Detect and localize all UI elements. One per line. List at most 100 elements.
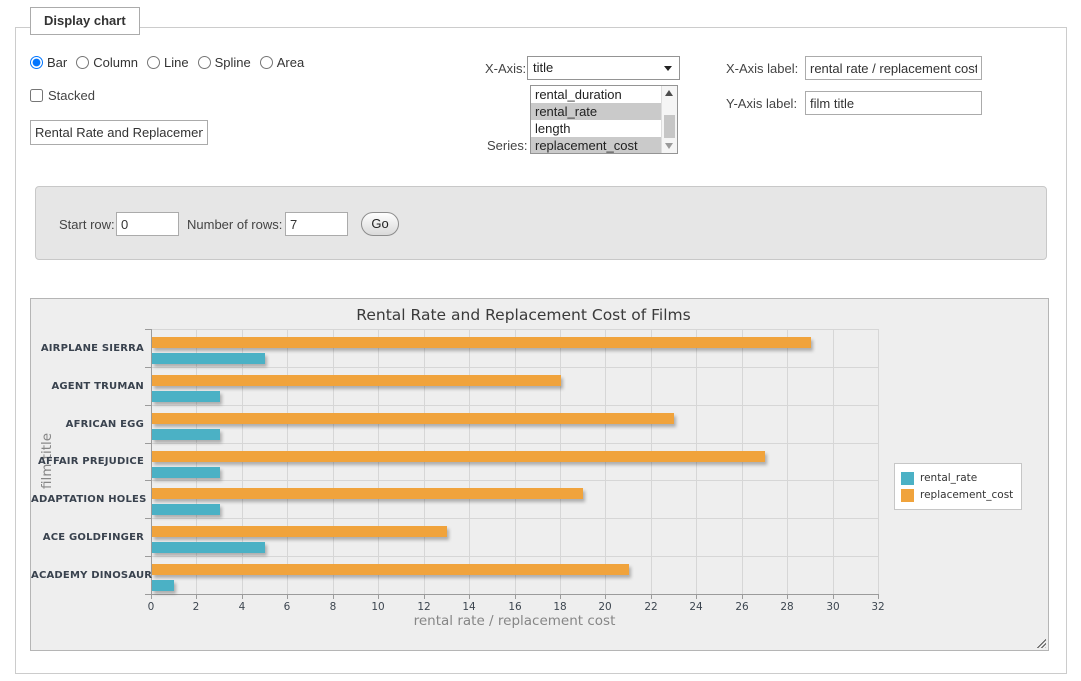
x-tick-label: 8 — [329, 601, 337, 613]
category-label: ADAPTATION HOLES — [31, 494, 147, 505]
series-select-label: Series: — [487, 138, 528, 153]
y-axis-tick — [145, 518, 151, 519]
y-axis-line — [151, 329, 152, 594]
start-row-input[interactable] — [116, 212, 179, 236]
chart-type-label: Column — [93, 55, 139, 70]
bar-replacement_cost[interactable] — [152, 337, 811, 348]
x-tick-label: 22 — [644, 601, 658, 613]
bar-rental_rate[interactable] — [152, 467, 220, 478]
chart-type-radio-line[interactable] — [147, 56, 161, 69]
series-option-length[interactable]: length — [535, 121, 571, 136]
series-options: rental_duration rental_rate length replacem… — [531, 86, 661, 153]
bar-replacement_cost[interactable] — [152, 526, 447, 537]
x-axis-select[interactable]: title — [527, 56, 680, 80]
category-label: AGENT TRUMAN — [51, 381, 144, 392]
gridline — [151, 443, 878, 444]
start-row-label: Start row: — [59, 217, 115, 232]
chart-type-option-area: Area — [259, 55, 305, 70]
go-button[interactable]: Go — [361, 212, 399, 236]
chart-type-radio-bar[interactable] — [30, 56, 43, 69]
legend-item-replacement_cost[interactable]: replacement_cost — [901, 487, 1013, 503]
number-of-rows-label: Number of rows: — [187, 217, 283, 232]
x-tick-label: 4 — [238, 601, 246, 613]
legend-swatch-icon — [901, 488, 914, 502]
legend-swatch-icon — [901, 471, 914, 485]
gridline — [151, 329, 878, 330]
chart-type-radio-column[interactable] — [76, 56, 90, 69]
scroll-down-icon[interactable] — [665, 143, 673, 149]
gridline — [878, 329, 879, 594]
series-option-rental_rate[interactable]: rental_rate — [531, 103, 661, 120]
stacked-label: Stacked — [48, 88, 95, 103]
legend-label: replacement_cost — [920, 489, 1014, 501]
chart-type-option-spline: Spline — [197, 55, 251, 70]
gridline — [787, 329, 788, 594]
y-axis-tick — [145, 405, 151, 406]
bar-rental_rate[interactable] — [152, 504, 220, 515]
chart-type-option-line: Line — [147, 55, 189, 70]
stacked-option: Stacked — [30, 88, 95, 103]
bar-rental_rate[interactable] — [152, 580, 174, 591]
x-axis-tick — [242, 595, 243, 599]
resize-grip-icon[interactable] — [1035, 637, 1046, 648]
bar-replacement_cost[interactable] — [152, 451, 765, 462]
x-axis-tick — [151, 595, 152, 599]
x-tick-label: 14 — [462, 601, 476, 613]
gridline — [151, 556, 878, 557]
chart-legend: rental_rate replacement_cost — [894, 463, 1023, 510]
x-axis-tick — [424, 595, 425, 599]
x-axis-tick — [696, 595, 697, 599]
chevron-down-icon — [664, 66, 672, 71]
chart-type-radio-spline[interactable] — [197, 56, 211, 69]
x-tick-label: 26 — [735, 601, 749, 613]
x-axis-label-input[interactable] — [805, 56, 982, 80]
x-axis-label-label: X-Axis label: — [726, 61, 799, 76]
x-tick-label: 18 — [553, 601, 567, 613]
fieldset-legend: Display chart — [30, 7, 140, 35]
y-axis-tick — [145, 556, 151, 557]
bar-rental_rate[interactable] — [152, 391, 220, 402]
x-tick-label: 30 — [826, 601, 840, 613]
x-axis-selected-value: title — [533, 60, 554, 75]
gridline — [151, 518, 878, 519]
bar-replacement_cost[interactable] — [152, 375, 561, 386]
scroll-up-icon[interactable] — [665, 90, 673, 96]
series-option-replacement_cost[interactable]: replacement_cost — [531, 137, 661, 153]
bar-replacement_cost[interactable] — [152, 564, 629, 575]
x-axis-tick — [515, 595, 516, 599]
legend-item-rental_rate[interactable]: rental_rate — [901, 470, 1013, 486]
x-axis-line — [151, 594, 879, 595]
bar-rental_rate[interactable] — [152, 353, 265, 364]
series-scrollbar[interactable] — [661, 86, 677, 153]
gridline — [833, 329, 834, 594]
y-axis-tick — [145, 480, 151, 481]
x-axis-tick — [287, 595, 288, 599]
chart-type-radio-area[interactable] — [259, 56, 273, 69]
chart-type-option-bar: Bar — [30, 55, 67, 70]
chart-title-input[interactable] — [30, 120, 208, 145]
y-axis-label-label: Y-Axis label: — [726, 96, 798, 111]
bar-replacement_cost[interactable] — [152, 488, 583, 499]
scrollbar-thumb[interactable] — [664, 115, 675, 138]
chart-type-label: Area — [276, 55, 305, 70]
chart-container: Rental Rate and Replacement Cost of Film… — [30, 298, 1049, 651]
number-of-rows-input[interactable] — [285, 212, 348, 236]
y-axis-label-input[interactable] — [805, 91, 982, 115]
bar-replacement_cost[interactable] — [152, 413, 674, 424]
x-tick-label: 2 — [192, 601, 200, 613]
category-label: AFFAIR PREJUDICE — [38, 456, 144, 467]
x-axis-tick — [333, 595, 334, 599]
bar-rental_rate[interactable] — [152, 429, 220, 440]
category-label: ACADEMY DINOSAUR — [31, 570, 153, 581]
x-axis-tick — [651, 595, 652, 599]
x-axis-tick — [196, 595, 197, 599]
series-listbox[interactable]: rental_duration rental_rate length replacem… — [530, 85, 678, 154]
series-option-rental_duration[interactable]: rental_duration — [535, 87, 622, 102]
x-axis-tick — [469, 595, 470, 599]
x-axis-tick — [605, 595, 606, 599]
x-tick-label: 10 — [371, 601, 385, 613]
stacked-checkbox[interactable] — [30, 89, 43, 102]
x-tick-label: 16 — [508, 601, 522, 613]
bar-rental_rate[interactable] — [152, 542, 265, 553]
x-axis-tick — [833, 595, 834, 599]
